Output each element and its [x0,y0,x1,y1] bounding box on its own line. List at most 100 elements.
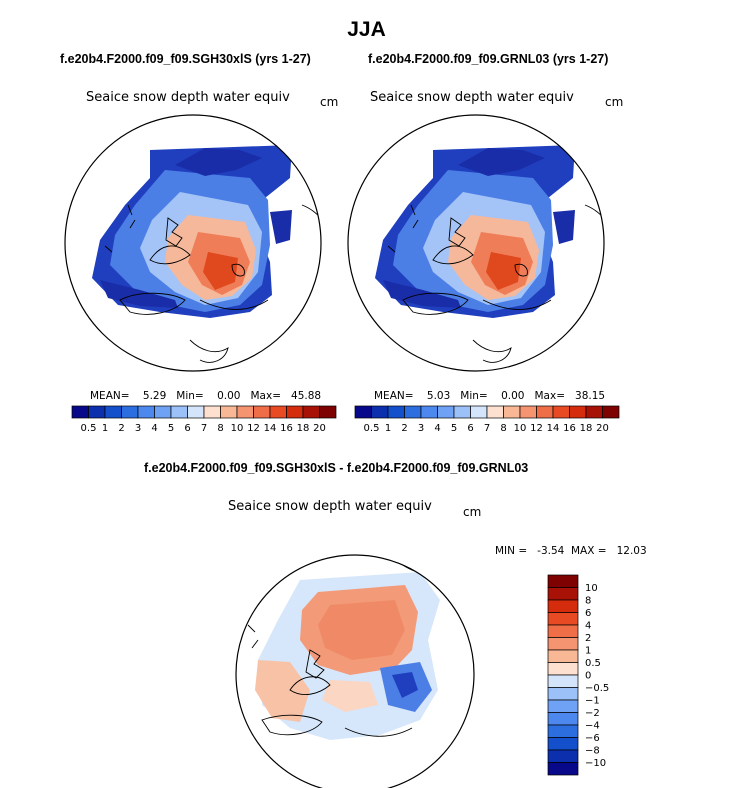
panel1-colorbar-swatch [137,405,155,419]
panel1-colorbar-swatch [253,405,271,419]
panel1-colorbar-tick-label: 8 [217,423,223,434]
panel1-case-title: f.e20b4.F2000.f09_f09.SGH30xlS (yrs 1-27… [60,52,311,66]
diff-colorbar-tick-label: 1 [585,646,591,657]
panel1-colorbar-tick-label: 16 [280,423,293,434]
panel1-min-label: Min= [176,390,204,402]
panel1-colorbar-swatch [236,405,254,419]
panel2-map [347,114,605,372]
diff-case-title: f.e20b4.F2000.f09_f09.SGH30xlS - f.e20b4… [144,461,529,475]
panel2-colorbar-swatch [404,405,422,419]
panel1-colorbar-swatch [286,405,304,419]
panel2-colorbar-swatch [569,405,587,419]
panel2-colorbar-tick-label: 10 [514,423,527,434]
diff-colorbar-tick-label: −1 [585,696,600,707]
panel1-min-value: 0.00 [217,390,241,402]
panel2-case-title: f.e20b4.F2000.f09_f09.GRNL03 (yrs 1-27) [368,52,609,66]
panel2-colorbar-tick-label: 4 [434,423,440,434]
panel2-colorbar-tick-label: 1 [385,423,391,434]
panel2-colorbar-swatch [371,405,389,419]
diff-minmax: MIN = -3.54 MAX = 12.03 [495,545,647,557]
panel2-colorbar: 0.5 1 2 3 4 5 6 7 8 10 12 14 16 18 20 [354,405,620,434]
diff-colorbar-swatch [547,687,579,701]
diff-colorbar-tick-label: −0.5 [585,683,609,694]
diff-units: cm [463,505,482,519]
diff-colorbar-swatch [547,599,579,613]
panel2-units: cm [605,95,624,109]
panel2-colorbar-tick-label: 20 [596,423,609,434]
panel1-colorbar-tick-label: 6 [184,423,190,434]
panel2-max-value: 38.15 [575,390,606,402]
panel1-colorbar-swatch [187,405,205,419]
panel2-colorbar-tick-label: 8 [500,423,506,434]
panel1-map [64,114,322,372]
panel1-colorbar-swatch [302,405,320,419]
diff-colorbar-swatch [547,612,579,626]
panel1-max-label: Max= [250,390,282,402]
panel2-colorbar-tick-label: 0.5 [364,423,380,434]
panel1-colorbar-tick-label: 20 [313,423,326,434]
panel2-colorbar-tick-label: 12 [530,423,543,434]
diff-colorbar-swatch [547,637,579,651]
panel2-colorbar-swatch [503,405,521,419]
panel1-colorbar-tick-label: 7 [201,423,207,434]
panel2-colorbar-tick-label: 3 [418,423,424,434]
panel1-variable-title: Seaice snow depth water equiv [86,90,290,105]
panel1-colorbar-swatch [319,405,337,419]
panel2-colorbar-swatch [453,405,471,419]
panel1-coastlines [104,204,321,363]
diff-colorbar-tick-label: −10 [585,758,606,769]
diff-variable-title: Seaice snow depth water equiv [228,499,432,514]
diff-colorbar-swatch [547,587,579,601]
panel2-map-border [347,114,605,372]
diff-colorbar-tick-label: 0 [585,671,591,682]
panel1-colorbar-swatch [121,405,139,419]
diff-colorbar-swatch [547,762,579,776]
panel1-stats: MEAN= 5.29 Min= 0.00 Max= 45.88 [90,390,321,402]
panel1-colorbar-swatch [220,405,238,419]
diff-colorbar-swatch [547,674,579,688]
diff-colorbar-swatch [547,649,579,663]
diff-colorbar-tick-label: −2 [585,708,600,719]
panel1-colorbar: 0.5 1 2 3 4 5 6 7 8 10 12 14 16 18 20 [71,405,337,434]
panel2-colorbar-swatch [519,405,537,419]
diff-colorbar-tick-label: 10 [585,583,598,594]
panel1-colorbar-tick-label: 3 [135,423,141,434]
panel1-colorbar-tick-label: 0.5 [81,423,97,434]
panel1-mean-value: 5.29 [142,390,167,402]
diff-colorbar-tick-label: −6 [585,733,600,744]
diff-colorbar-tick-label: 6 [585,608,591,619]
diff-colorbar-swatch [547,574,579,588]
panel2-colorbar-tick-label: 14 [547,423,560,434]
panel2-colorbar-tick-label: 18 [580,423,593,434]
panel2-colorbar-tick-label: 6 [467,423,473,434]
panel2-colorbar-swatch [470,405,488,419]
panel2-min-label: Min= [460,390,488,402]
diff-colorbar-tick-label: −4 [585,721,600,732]
panel1-colorbar-tick-label: 4 [151,423,157,434]
panel1-colorbar-swatch [71,405,89,419]
diff-colorbar: 10 86 42 10.5 0−0.5 −1−2 −4−6 −8−10 [547,574,609,776]
panel1-colorbar-tick-label: 12 [247,423,260,434]
panel1-colorbar-swatch [88,405,106,419]
diff-colorbar-swatch [547,749,579,763]
panel2-colorbar-swatch [437,405,455,419]
panel1-units: cm [320,95,339,109]
panel2-colorbar-tick-label: 5 [451,423,457,434]
panel2-colorbar-swatch [602,405,620,419]
panel2-mean-label: MEAN= [374,390,414,402]
diff-colorbar-swatch [547,724,579,738]
panel2-colorbar-swatch [354,405,372,419]
panel1-colorbar-tick-label: 14 [264,423,277,434]
panel1-mean-label: MEAN= [90,390,130,402]
diff-colorbar-tick-label: 4 [585,621,591,632]
panel2-colorbar-tick-label: 7 [484,423,490,434]
diff-colorbar-swatch [547,662,579,676]
diff-colorbar-tick-label: 0.5 [585,658,601,669]
panel1-colorbar-tick-label: 1 [102,423,108,434]
panel1-map-border [64,114,322,372]
panel1-colorbar-swatch [104,405,122,419]
panel2-colorbar-swatch [585,405,603,419]
diff-colorbar-tick-label: −8 [585,746,600,757]
panel1-colorbar-swatch [269,405,287,419]
